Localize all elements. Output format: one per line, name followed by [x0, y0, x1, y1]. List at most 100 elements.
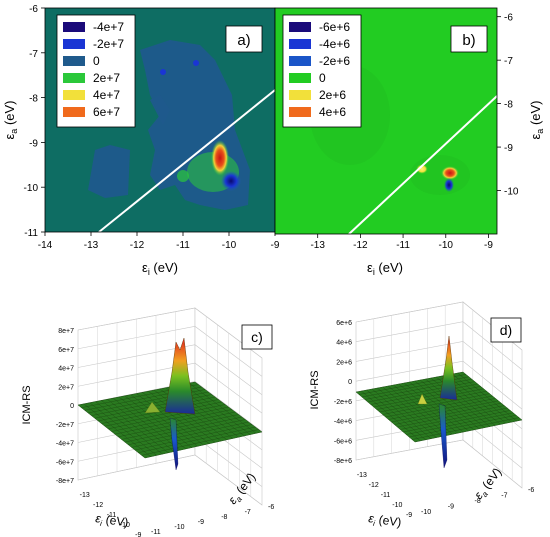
- panel-c-ztick-label: 8e+7: [58, 328, 74, 335]
- panel-b-peak-small: [416, 164, 428, 174]
- panel-a-ytick-label: -10: [24, 183, 39, 194]
- panel-c-mesh-line: [148, 391, 216, 443]
- panel-a-legend-label: -2e+7: [93, 37, 124, 51]
- panel-a-xlabel: εi (eV): [142, 260, 178, 277]
- panel-c-ztick-label: 4e+7: [58, 366, 74, 373]
- panel-d-ytick-label: -7: [501, 493, 507, 500]
- panel-a-xtick-label: -11: [176, 240, 190, 251]
- panel-c-mesh-line: [118, 411, 236, 437]
- panel-a-peak-positive: [211, 140, 229, 176]
- panel-a-speck: [160, 69, 166, 75]
- panel-c-label: c): [251, 329, 263, 345]
- panel-d-xtick-label: -10: [392, 502, 402, 509]
- panel-c-ytick-label: -9: [198, 519, 204, 526]
- panel-d-ytick-label: -10: [421, 509, 431, 516]
- panel-d-xtick-label: -13: [357, 472, 367, 479]
- panel-c-ztick-label: 2e+7: [58, 384, 74, 391]
- panel-c-mesh-line: [134, 424, 252, 451]
- panel-d-zlabel: ICM-RS: [309, 370, 321, 409]
- panel-a-label: a): [237, 32, 250, 49]
- panel-c-xtick-label: -9: [135, 532, 141, 537]
- panel-b-legend: -6e+6 -4e+6 -2e+6 0 2e+6 4e+6: [282, 14, 362, 128]
- panel-d-mesh-line: [406, 412, 514, 435]
- panel-a-legend-swatch: [63, 107, 85, 117]
- panel-a-ytick-label: -11: [24, 228, 38, 239]
- panel-c-ytick-label: -8: [221, 514, 227, 521]
- panel-b-diagonal: [348, 95, 498, 235]
- panel-c-xtick-label: -10: [120, 522, 130, 529]
- panel-b-label-box: [450, 25, 488, 53]
- panel-a-legend: -4e+7 -2e+7 0 2e+7 4e+7 6e+7: [56, 14, 136, 128]
- panel-c-mesh-line: [121, 414, 239, 440]
- panel-a-legend-label: 2e+7: [93, 71, 120, 85]
- panel-a-legend-swatch: [63, 73, 85, 83]
- panel-b-xtick-label: -9: [484, 240, 493, 251]
- panel-c-mesh-line: [128, 419, 246, 445]
- panel-c-xlabel: εi (eV): [94, 511, 129, 531]
- panel-b-legend-label: -6e+6: [319, 20, 350, 34]
- panel-b-legend-swatch: [289, 73, 311, 83]
- panel-b-legend-label: 4e+6: [319, 105, 346, 119]
- panel-c-ztick-label: 0: [70, 403, 74, 410]
- panel-d-mesh-line: [403, 410, 511, 433]
- panel-a-ytick-label: -6: [29, 4, 38, 15]
- panel-c-ytick-label: -11: [151, 529, 161, 536]
- panel-a-legend-swatch: [63, 22, 85, 32]
- panel-b-legend-label: -2e+6: [319, 54, 350, 68]
- panel-a-xtick-label: -13: [84, 240, 99, 251]
- panel-a-ytick-label: -8: [29, 94, 38, 105]
- panel-c-ztick-label: 6e+7: [58, 347, 74, 354]
- panel-a-region-blue: [150, 95, 170, 125]
- panel-d-mesh-line: [446, 374, 507, 424]
- panel-d-mesh-line: [457, 372, 517, 422]
- panel-d-mesh-line: [420, 379, 480, 429]
- panel-d-mesh-line: [414, 380, 474, 431]
- panel-b-label: b): [462, 32, 475, 49]
- panel-d-ztick-label: 6e+6: [336, 320, 352, 327]
- panel-b-ytick-label: -9: [504, 143, 513, 154]
- panel-c-surface-bump: [144, 401, 161, 414]
- panel-b-region-faint: [410, 155, 470, 195]
- panel-b-legend-swatch: [289, 107, 311, 117]
- panel-d-ztick-label: 2e+6: [336, 359, 352, 366]
- panel-c-mesh-line: [153, 389, 222, 442]
- panel-d-ztick-label: 0: [348, 379, 352, 386]
- panel-a-xtick-label: -9: [271, 240, 280, 251]
- panel-d-surface-peak-negative: [438, 403, 448, 469]
- panel-d-mesh-line: [412, 417, 520, 440]
- panel-d-mesh-line: [385, 395, 493, 418]
- panel-d-xlabel: εi (eV): [367, 511, 402, 531]
- panel-c: 8e+7 6e+7 4e+7 2e+7 0 -2e+7 -4e+7 -6e+7 -8e+7 -13…: [21, 307, 274, 537]
- panel-a-legend-swatch: [63, 90, 85, 100]
- panel-b-legend-swatch: [289, 90, 311, 100]
- panel-a-legend-swatch: [63, 39, 85, 49]
- panel-d-xtick-label: -9: [406, 512, 412, 519]
- panel-c-mesh-line: [138, 426, 256, 453]
- panel-c-ztick-label: -8e+7: [56, 478, 74, 485]
- panel-d-xtick-label: -11: [381, 492, 391, 499]
- panel-a-legend-label: 4e+7: [93, 88, 120, 102]
- panel-d-surface-peak-positive: [439, 335, 458, 401]
- panel-c-ztick-label: -4e+7: [56, 441, 74, 448]
- panel-b-xtick-label: -10: [439, 240, 454, 251]
- panel-a-ylabel: εa (eV): [2, 101, 19, 140]
- panel-c-label-box: [241, 324, 273, 350]
- panel-b-legend-swatch: [289, 22, 311, 32]
- panel-c-mesh-line: [124, 416, 242, 443]
- panel-d-mesh-line: [430, 377, 491, 427]
- panel-a-legend-swatch: [63, 56, 85, 66]
- panel-a-label-box: [225, 25, 263, 53]
- panel-d-ztick-label: -6e+6: [334, 438, 352, 445]
- panel-b-peak-positive: [441, 166, 459, 180]
- panel-b-legend-label: 0: [319, 71, 326, 85]
- panel-b-ytick-label: -7: [504, 56, 513, 67]
- panel-d-mesh-line: [397, 405, 505, 428]
- panel-d-label-box: [490, 317, 522, 343]
- panel-b: -6e+6 -4e+6 -2e+6 0 2e+6 4e+6 b) -13 -12 -11 -10…: [274, 7, 545, 277]
- panel-a-speck: [193, 60, 199, 66]
- panel-a-peak-negative: [221, 171, 241, 191]
- panel-c-surface-peak-negative: [169, 417, 179, 471]
- panel-c-zlabel: ICM-RS: [21, 385, 33, 424]
- panel-b-xtick-label: -13: [310, 240, 325, 251]
